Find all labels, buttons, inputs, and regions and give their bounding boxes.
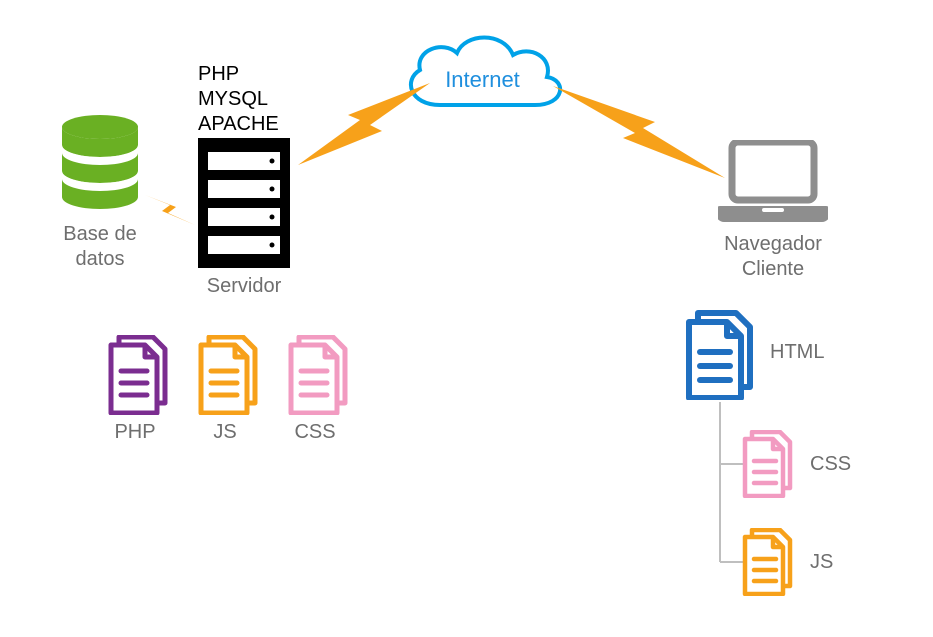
server-icon	[198, 138, 290, 268]
file-js-client-icon	[740, 528, 800, 596]
file-html-client-label: HTML	[770, 340, 850, 365]
file-css-client-icon	[740, 430, 800, 498]
browser-label: Navegador Cliente	[688, 232, 858, 282]
file-php-icon	[105, 335, 175, 415]
bolt-cloud-laptop	[545, 78, 735, 188]
file-html-client-icon	[682, 310, 762, 400]
bolt-db-server	[140, 185, 210, 235]
file-css-label: CSS	[285, 420, 345, 445]
file-css-client-label: CSS	[810, 452, 870, 477]
file-js-label: JS	[195, 420, 255, 445]
file-css-icon	[285, 335, 355, 415]
diagram-canvas: Base de datos Servidor PHP MYSQL APACHE …	[0, 0, 933, 637]
server-label: Servidor	[188, 274, 300, 299]
file-js-icon	[195, 335, 265, 415]
bolt-server-cloud	[290, 75, 440, 175]
file-php-label: PHP	[105, 420, 165, 445]
database-icon	[60, 115, 140, 215]
file-js-client-label: JS	[810, 550, 870, 575]
